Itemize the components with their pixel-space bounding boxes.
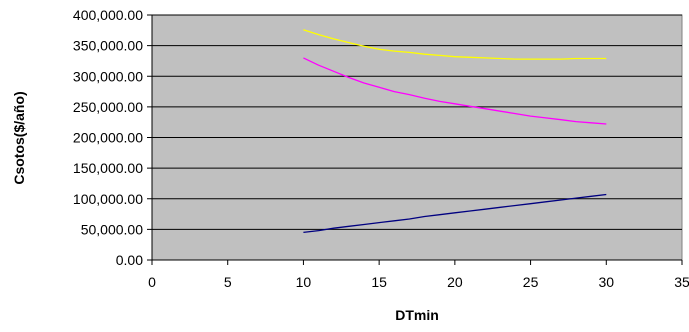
x-tick-label: 10 xyxy=(296,274,312,290)
series-line-3 xyxy=(303,193,607,234)
y-tick-label: 0.00 xyxy=(116,252,143,268)
gridlines xyxy=(152,14,682,230)
x-tick-label: 5 xyxy=(224,274,232,290)
series-line-1 xyxy=(303,29,607,60)
y-tick-label: 50,000.00 xyxy=(81,221,143,237)
x-tick-label: 25 xyxy=(523,274,539,290)
y-tick-label: 200,000.00 xyxy=(73,130,143,146)
series-lines xyxy=(303,29,607,234)
x-tick-label: 30 xyxy=(598,274,614,290)
x-axis-title: DTmin xyxy=(395,307,439,323)
x-tick-label: 20 xyxy=(447,274,463,290)
axes xyxy=(147,14,683,265)
y-axis-title: Csotos($/año) xyxy=(11,91,27,184)
y-tick-label: 100,000.00 xyxy=(73,191,143,207)
x-tick-label: 0 xyxy=(148,274,156,290)
x-tick-label: 35 xyxy=(674,274,689,290)
tick-labels: 0.00 50,000.00 100,000.00 150,000.00 200,000… xyxy=(73,7,689,290)
y-tick-label: 150,000.00 xyxy=(73,160,143,176)
y-tick-label: 300,000.00 xyxy=(73,68,143,84)
series-line-2 xyxy=(303,57,607,125)
y-tick-label: 250,000.00 xyxy=(73,99,143,115)
x-tick-label: 15 xyxy=(371,274,387,290)
y-tick-label: 400,000.00 xyxy=(73,7,143,23)
y-tick-label: 350,000.00 xyxy=(73,38,143,54)
